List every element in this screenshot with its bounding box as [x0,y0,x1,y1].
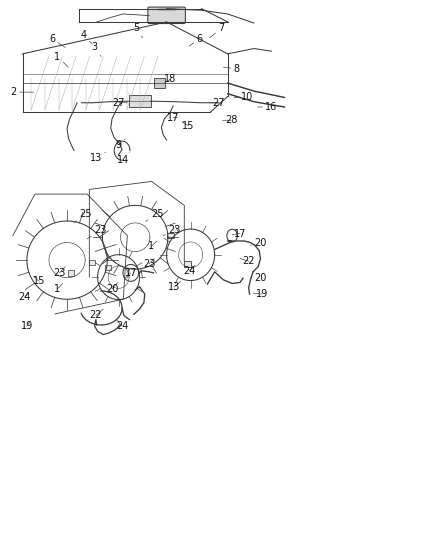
Bar [89,260,95,265]
Text: 15: 15 [182,120,194,131]
Text: 1: 1 [148,241,157,251]
Text: 7: 7 [209,23,224,38]
FancyBboxPatch shape [153,78,165,88]
Text: 24: 24 [116,320,128,331]
Text: 8: 8 [223,64,240,74]
Text: 20: 20 [106,282,118,294]
Text: 19: 19 [253,289,268,299]
Text: 4: 4 [81,30,92,44]
Text: 24: 24 [183,265,195,276]
Text: 28: 28 [223,115,237,125]
Text: 13: 13 [168,281,180,292]
Text: 19: 19 [21,321,33,331]
Text: 14: 14 [117,152,130,165]
Text: 3: 3 [92,43,101,56]
Text: 23: 23 [143,259,155,269]
FancyBboxPatch shape [129,95,151,107]
FancyBboxPatch shape [148,7,185,23]
Text: 5: 5 [133,23,143,38]
Text: 23: 23 [163,225,180,236]
Text: 24: 24 [18,292,31,302]
Text: 13: 13 [90,152,106,163]
Text: 20: 20 [251,238,267,247]
Text: 25: 25 [74,209,92,223]
Text: 18: 18 [164,75,176,84]
Text: 25: 25 [146,209,163,221]
Text: 22: 22 [90,309,103,320]
Text: 22: 22 [240,256,255,266]
Text: 2: 2 [11,87,33,97]
Text: 27: 27 [112,98,127,108]
Text: 17: 17 [167,112,179,123]
Text: 17: 17 [232,229,246,239]
Bar [166,233,173,238]
Text: 16: 16 [258,102,278,112]
Text: 17: 17 [125,268,137,278]
Bar [68,270,74,276]
Text: 23: 23 [53,266,66,278]
Text: 1: 1 [54,284,63,294]
Bar [105,265,111,270]
Text: 27: 27 [209,98,224,108]
Text: 6: 6 [49,34,65,47]
Text: 1: 1 [54,52,68,67]
Text: 20: 20 [251,273,267,283]
Text: 6: 6 [189,34,202,46]
Text: 15: 15 [33,276,45,286]
Text: 10: 10 [234,92,254,102]
Bar [184,261,191,266]
Text: 9: 9 [116,139,125,150]
Text: 23: 23 [87,225,106,239]
